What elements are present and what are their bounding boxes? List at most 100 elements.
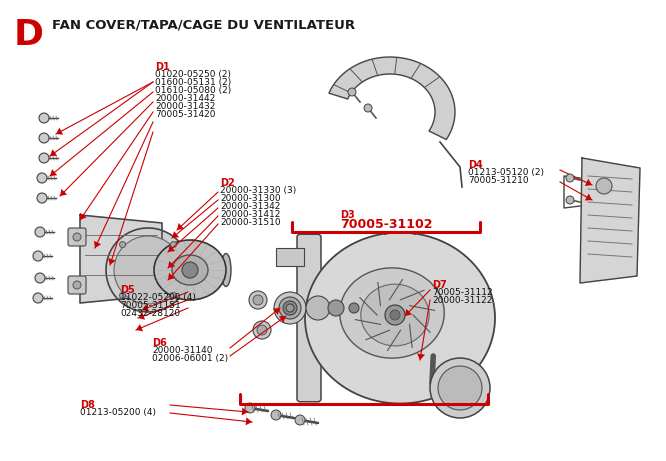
Circle shape <box>430 358 490 418</box>
Circle shape <box>348 88 356 96</box>
Text: 20000-31122: 20000-31122 <box>432 296 492 305</box>
Text: 70005-31210: 70005-31210 <box>468 176 529 185</box>
Circle shape <box>35 273 45 283</box>
Circle shape <box>39 133 49 143</box>
FancyBboxPatch shape <box>68 228 86 246</box>
Text: 02006-06001 (2): 02006-06001 (2) <box>152 354 228 363</box>
Circle shape <box>119 242 126 248</box>
Ellipse shape <box>149 254 159 286</box>
Polygon shape <box>405 309 412 316</box>
Circle shape <box>271 410 281 420</box>
Text: 11022-05200 (4): 11022-05200 (4) <box>120 293 196 302</box>
Ellipse shape <box>172 255 208 285</box>
Polygon shape <box>177 223 184 230</box>
Text: D3: D3 <box>340 210 355 220</box>
Polygon shape <box>138 312 145 320</box>
Circle shape <box>39 153 49 163</box>
Circle shape <box>182 262 198 278</box>
FancyBboxPatch shape <box>68 276 86 294</box>
Polygon shape <box>142 304 149 312</box>
Text: 20000-31330 (3): 20000-31330 (3) <box>220 186 296 195</box>
Text: D: D <box>14 18 44 52</box>
Text: 01213-05200 (4): 01213-05200 (4) <box>80 408 156 417</box>
Ellipse shape <box>154 240 226 300</box>
Circle shape <box>37 193 47 203</box>
Polygon shape <box>242 408 248 415</box>
Polygon shape <box>50 169 57 176</box>
Text: D8: D8 <box>80 400 95 410</box>
Text: 20000-31442: 20000-31442 <box>155 94 215 103</box>
Polygon shape <box>580 158 640 283</box>
Circle shape <box>438 366 482 410</box>
Circle shape <box>566 196 574 204</box>
Circle shape <box>286 304 294 312</box>
Circle shape <box>274 292 306 324</box>
Text: 70005-31102: 70005-31102 <box>340 218 432 231</box>
Circle shape <box>306 296 330 320</box>
Circle shape <box>390 310 400 320</box>
Polygon shape <box>168 245 175 252</box>
Circle shape <box>73 281 81 289</box>
Polygon shape <box>279 316 286 323</box>
Circle shape <box>253 321 271 339</box>
Circle shape <box>596 178 612 194</box>
Text: FAN COVER/TAPA/CAGE DU VENTILATEUR: FAN COVER/TAPA/CAGE DU VENTILATEUR <box>52 18 355 31</box>
Text: 01213-05120 (2): 01213-05120 (2) <box>468 168 544 177</box>
Circle shape <box>328 300 344 316</box>
Text: D2: D2 <box>220 178 234 188</box>
Text: D4: D4 <box>468 160 483 170</box>
Polygon shape <box>50 149 57 156</box>
Polygon shape <box>246 417 252 426</box>
Circle shape <box>170 242 176 248</box>
Circle shape <box>364 104 372 112</box>
Text: 70005-31151: 70005-31151 <box>120 301 180 310</box>
Polygon shape <box>168 261 175 268</box>
Text: 70005-31112: 70005-31112 <box>432 288 493 297</box>
Polygon shape <box>329 57 455 140</box>
Polygon shape <box>56 128 63 135</box>
Text: 01610-05080 (2): 01610-05080 (2) <box>155 86 231 95</box>
Circle shape <box>73 233 81 241</box>
Circle shape <box>33 293 43 303</box>
Ellipse shape <box>221 254 231 286</box>
Circle shape <box>119 292 126 298</box>
Circle shape <box>566 174 574 182</box>
Text: 01600-05131 (2): 01600-05131 (2) <box>155 78 231 87</box>
Circle shape <box>106 228 190 312</box>
Polygon shape <box>108 258 116 265</box>
Circle shape <box>39 113 49 123</box>
Circle shape <box>245 403 255 413</box>
Text: 20000-31140: 20000-31140 <box>152 346 212 355</box>
Text: 70005-31420: 70005-31420 <box>155 110 216 119</box>
FancyBboxPatch shape <box>297 234 321 402</box>
Text: D7: D7 <box>432 280 447 290</box>
Polygon shape <box>305 232 495 403</box>
Text: 20000-31300: 20000-31300 <box>220 194 280 203</box>
Ellipse shape <box>361 284 429 346</box>
Polygon shape <box>273 308 280 315</box>
Text: 20000-31510: 20000-31510 <box>220 218 280 227</box>
Circle shape <box>37 173 47 183</box>
Circle shape <box>295 415 305 425</box>
Text: 20000-31432: 20000-31432 <box>155 102 215 111</box>
Text: 01020-05250 (2): 01020-05250 (2) <box>155 70 231 79</box>
Circle shape <box>257 325 267 335</box>
Text: D1: D1 <box>155 62 170 72</box>
Circle shape <box>249 291 267 309</box>
Text: 20000-31412: 20000-31412 <box>220 210 280 219</box>
Bar <box>276 248 304 266</box>
Circle shape <box>33 251 43 261</box>
Circle shape <box>349 303 359 313</box>
Text: D6: D6 <box>152 338 166 348</box>
Polygon shape <box>60 189 67 196</box>
Polygon shape <box>168 273 175 280</box>
Text: 20000-31342: 20000-31342 <box>220 202 280 211</box>
Circle shape <box>35 227 45 237</box>
Circle shape <box>385 305 405 325</box>
Polygon shape <box>80 215 162 303</box>
Polygon shape <box>136 324 143 331</box>
Circle shape <box>170 292 176 298</box>
Circle shape <box>283 301 297 315</box>
Polygon shape <box>94 241 101 248</box>
Polygon shape <box>172 231 179 238</box>
